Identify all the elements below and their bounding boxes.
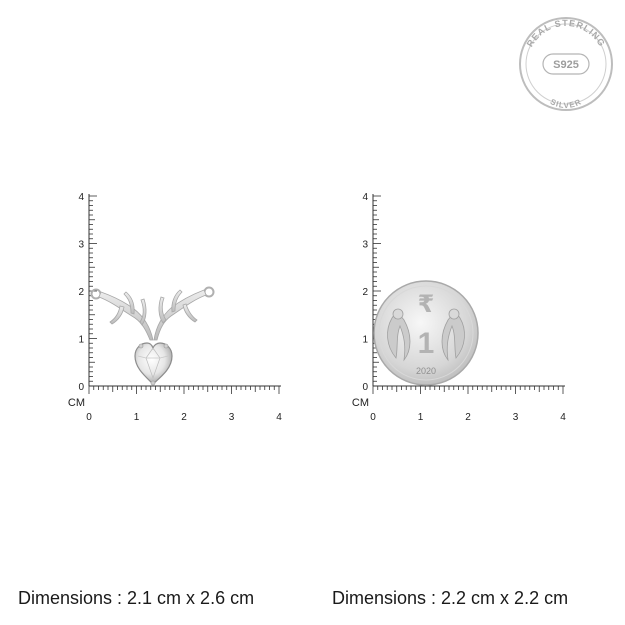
ruler-y-tick-label: 3: [362, 240, 368, 251]
svg-text:₹: ₹: [418, 290, 435, 318]
ruler-y-tick-label: 2: [78, 287, 84, 298]
svg-text:S925: S925: [553, 59, 579, 71]
svg-text:2020: 2020: [416, 366, 436, 376]
ruler-y-tick-label: 1: [78, 335, 84, 346]
pendant-image: [90, 286, 215, 386]
ruler-x-tick-label: 3: [513, 412, 519, 423]
ruler-x-tick-label: 2: [181, 412, 187, 423]
coin-dimensions-label: Dimensions : 2.2 cm x 2.2 cm: [332, 588, 569, 608]
ruler-x-tick-label: 4: [560, 412, 566, 423]
ruler-x-tick-label: 1: [134, 412, 140, 423]
ruler-x-tick-label: 2: [465, 412, 471, 423]
sterling-seal-logo: REAL STERLING S925 SILVER: [519, 17, 613, 111]
ruler-x-tick-label: 4: [276, 412, 282, 423]
ruler-unit-label: CM: [68, 397, 85, 409]
ruler-y-tick-label: 3: [78, 240, 84, 251]
ruler-x-tick-label: 3: [229, 412, 235, 423]
ruler-y-tick-label: 4: [78, 192, 84, 203]
ruler-y-tick-label: 0: [362, 382, 368, 393]
ruler-y-tick-label: 2: [362, 287, 368, 298]
ruler-y-tick-label: 0: [78, 382, 84, 393]
ruler-pendant: 0 1 2 3 4 0 1 2 3 4 CM: [68, 192, 282, 423]
ruler-y-tick-label: 1: [362, 335, 368, 346]
pendant-dimensions-label: Dimensions : 2.1 cm x 2.6 cm: [18, 588, 255, 608]
svg-text:1: 1: [418, 327, 435, 360]
ruler-y-tick-label: 4: [362, 192, 368, 203]
ruler-x-tick-label: 0: [86, 412, 92, 423]
ruler-unit-label: CM: [352, 397, 369, 409]
ruler-x-tick-label: 1: [418, 412, 424, 423]
svg-text:SILVER: SILVER: [549, 97, 583, 110]
coin-image: ₹ 1 2020: [373, 280, 479, 386]
ruler-x-tick-label: 0: [370, 412, 376, 423]
